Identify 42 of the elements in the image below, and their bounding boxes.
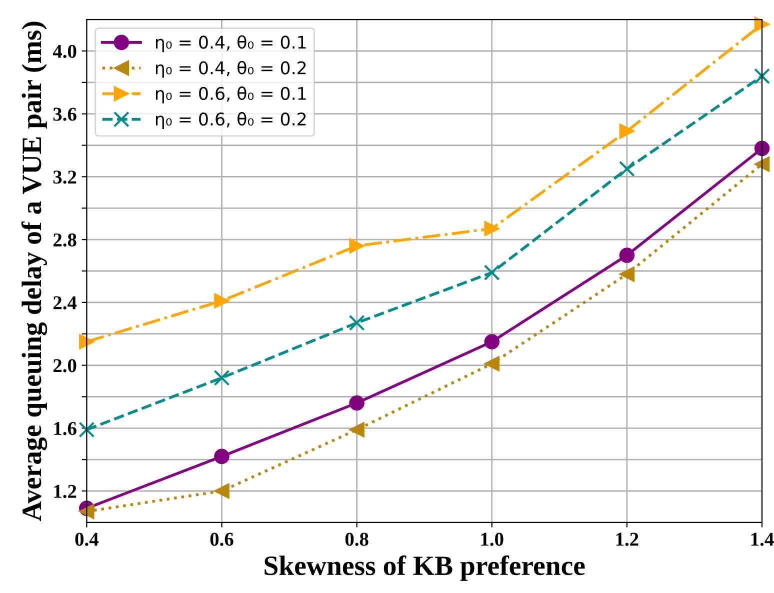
legend-label: η₀ = 0.6, θ₀ = 0.1: [156, 86, 306, 104]
point: [484, 334, 500, 350]
x-tick-label: 1.2: [616, 532, 638, 546]
point: [754, 68, 770, 84]
point: [214, 293, 230, 308]
point: [79, 334, 94, 350]
y-tick-label: 4.0: [52, 44, 76, 58]
y-axis-title: Average queuing delay of a VUE pair (ms): [21, 22, 48, 522]
y-tick-label: 1.2: [54, 484, 76, 498]
x-tick-label: 1.0: [481, 532, 504, 546]
point: [484, 264, 500, 281]
y-tick-label: 2.8: [53, 233, 76, 247]
legend-label: η₀ = 0.4, θ₀ = 0.2: [156, 60, 306, 78]
point: [214, 370, 230, 386]
point: [619, 266, 635, 282]
point: [754, 156, 770, 172]
legend-label: η₀ = 0.6, θ₀ = 0.2: [156, 112, 306, 129]
legend-label: η₀ = 0.4, θ₀ = 0.1: [156, 35, 306, 52]
point: [618, 160, 635, 177]
point: [349, 238, 364, 254]
point: [619, 124, 635, 139]
x-tick-label: 1.4: [751, 532, 774, 546]
point: [348, 314, 365, 331]
point: [754, 140, 770, 156]
x-tick-label: 0.4: [75, 532, 98, 546]
point: [349, 395, 364, 411]
y-tick-label: 1.6: [54, 422, 76, 436]
x-tick-label: 0.8: [345, 532, 368, 546]
point: [78, 422, 95, 438]
y-tick-label: 2.4: [53, 296, 77, 310]
y-tick-label: 3.2: [53, 170, 76, 184]
y-tick-label: 3.6: [53, 108, 76, 121]
point: [619, 248, 635, 263]
x-axis-title: Skewness of KB preference: [264, 555, 585, 581]
point: [349, 422, 364, 438]
x-tick-label: 0.6: [210, 532, 234, 546]
point: [214, 483, 230, 499]
point: [79, 504, 94, 520]
point: [484, 356, 500, 372]
y-tick-label: 2.0: [53, 359, 76, 372]
point: [214, 448, 230, 464]
point: [484, 220, 500, 236]
